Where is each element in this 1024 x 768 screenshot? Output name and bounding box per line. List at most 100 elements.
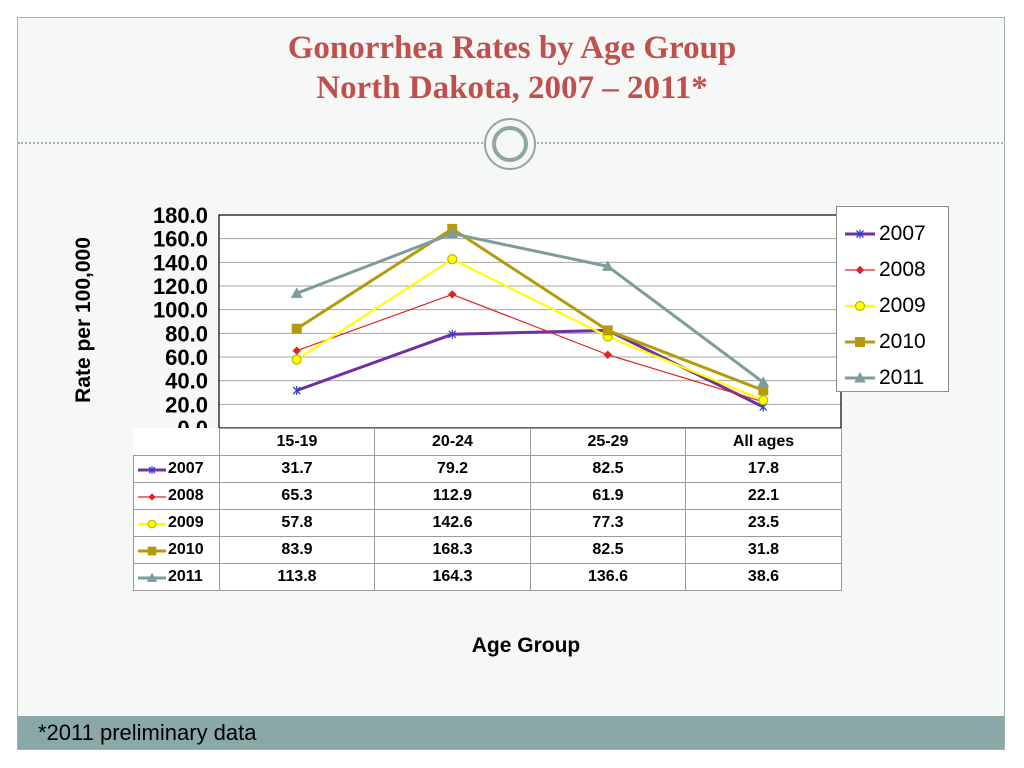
y-tick-label: 40.0	[165, 369, 208, 394]
table-swatch-marker	[148, 466, 156, 474]
series-line-2009	[296, 258, 764, 402]
data-label: 38.6	[685, 563, 842, 591]
series-line-2011	[296, 232, 765, 384]
y-tick-label: 140.0	[153, 250, 208, 275]
legend-swatch-marker	[856, 229, 864, 239]
data-point-2010-25-29	[602, 325, 613, 336]
data-label: 168.3	[374, 536, 531, 564]
table-row-swatch	[138, 493, 166, 501]
legend-label: 2007	[879, 222, 926, 245]
table-row-swatch	[138, 466, 166, 474]
y-tick-label: 180.0	[153, 203, 208, 228]
data-point-2009-15-19	[291, 354, 302, 365]
data-label: 31.7	[219, 455, 375, 483]
legend-label: 2008	[879, 258, 926, 281]
data-label: 112.9	[374, 482, 531, 510]
table-row: 2008 65.3 112.9 61.9 22.1	[133, 482, 842, 510]
legend-label: 2010	[879, 330, 926, 353]
legend-swatch	[845, 371, 875, 383]
table-row-header-2007: 2007	[133, 455, 220, 483]
data-label: 17.8	[685, 455, 842, 483]
data-label: 61.9	[530, 482, 686, 510]
data-label: 113.8	[219, 563, 375, 591]
data-label: 164.3	[374, 563, 531, 591]
data-point-2010-15-19	[291, 323, 302, 334]
table-row-label: 2010	[168, 541, 204, 558]
table-row: 2007 31.7 79.2 82.5 17.8	[133, 455, 842, 483]
legend-swatch	[845, 337, 875, 347]
table-corner	[134, 429, 220, 456]
x-tick-label: 15-19	[219, 428, 375, 456]
table-row-header-2010: 2010	[133, 536, 220, 564]
table-row-label: 2008	[168, 487, 204, 504]
data-point-2009-20-24	[447, 254, 458, 265]
x-axis-title: Age Group	[472, 634, 581, 657]
table-row-swatch	[138, 546, 166, 556]
legend-label: 2011	[879, 366, 925, 389]
y-axis-title: Rate per 100,000	[72, 237, 95, 403]
legend-swatch	[845, 265, 875, 275]
data-point-2011-All ages	[757, 376, 770, 387]
legend-item-2008: 2008	[843, 255, 947, 285]
data-label: 83.9	[219, 536, 375, 564]
y-tick-label: 100.0	[153, 298, 208, 323]
footnote: *2011 preliminary data	[38, 720, 257, 745]
table-row-header-2009: 2009	[133, 509, 220, 537]
data-point-2007-15-19	[292, 385, 301, 395]
data-point-2008-25-29	[603, 350, 612, 359]
table-row-header-2011: 2011	[133, 563, 220, 591]
chart-data-table: 15-19 20-24 25-29 All ages 2007 31.7 79.2 82.5 1…	[133, 428, 842, 591]
legend-swatch	[845, 300, 875, 312]
data-label: 23.5	[685, 509, 842, 537]
table-swatch-marker	[146, 572, 158, 582]
legend-item-2011: 2011	[843, 363, 947, 393]
y-tick-label: 120.0	[153, 274, 208, 299]
x-tick-label: 25-29	[530, 428, 686, 456]
table-swatch-marker	[147, 519, 157, 529]
table-row: 2010 83.9 168.3 82.5 31.8	[133, 536, 842, 564]
legend-item-2009: 2009	[843, 291, 947, 321]
y-tick-label: 80.0	[165, 321, 208, 346]
y-tick-label: 20.0	[165, 392, 208, 417]
data-point-2008-15-19	[292, 346, 301, 355]
data-point-2011-20-24	[446, 227, 459, 239]
y-tick-label: 60.0	[165, 345, 208, 370]
data-point-2010-All ages	[758, 385, 769, 396]
data-point-2011-15-19	[290, 287, 303, 298]
table-row-label: 2007	[168, 460, 204, 477]
table-row-swatch	[138, 519, 166, 529]
plot-area	[219, 215, 841, 428]
legend-swatch-marker	[855, 265, 865, 275]
footer-bar: *2011 preliminary data	[18, 716, 1004, 749]
table-swatch-marker	[147, 546, 157, 556]
data-label: 79.2	[374, 455, 531, 483]
legend-swatch	[845, 229, 875, 239]
series-line-2010	[295, 227, 764, 392]
data-label: 142.6	[374, 509, 531, 537]
series-line-2008	[296, 293, 764, 403]
x-tick-label: 20-24	[374, 428, 531, 456]
table-header-row: 15-19 20-24 25-29 All ages	[134, 428, 842, 456]
x-tick-label: All ages	[685, 428, 842, 456]
data-label: 82.5	[530, 536, 686, 564]
data-label: 136.6	[530, 563, 686, 591]
table-row-label: 2009	[168, 514, 204, 531]
legend-label: 2009	[879, 294, 926, 317]
data-label: 31.8	[685, 536, 842, 564]
y-tick-label: 160.0	[153, 227, 208, 252]
ornament-inner-ring	[492, 126, 528, 162]
data-point-2007-20-24	[448, 329, 457, 339]
table-row: 2009 57.8 142.6 77.3 23.5	[133, 509, 842, 537]
data-label: 82.5	[530, 455, 686, 483]
slide-title-line2: North Dakota, 2007 – 2011*	[316, 70, 708, 106]
data-label: 77.3	[530, 509, 686, 537]
legend-swatch-marker	[854, 371, 866, 383]
double-circle-ornament-icon	[484, 118, 536, 170]
slide-title: Gonorrhea Rates by Age Group North Dakot…	[18, 28, 1004, 108]
table-swatch-marker	[148, 493, 156, 501]
data-label: 22.1	[685, 482, 842, 510]
data-point-2008-20-24	[448, 290, 457, 299]
legend-item-2007: 2007	[843, 219, 947, 249]
data-point-2011-25-29	[601, 260, 614, 271]
